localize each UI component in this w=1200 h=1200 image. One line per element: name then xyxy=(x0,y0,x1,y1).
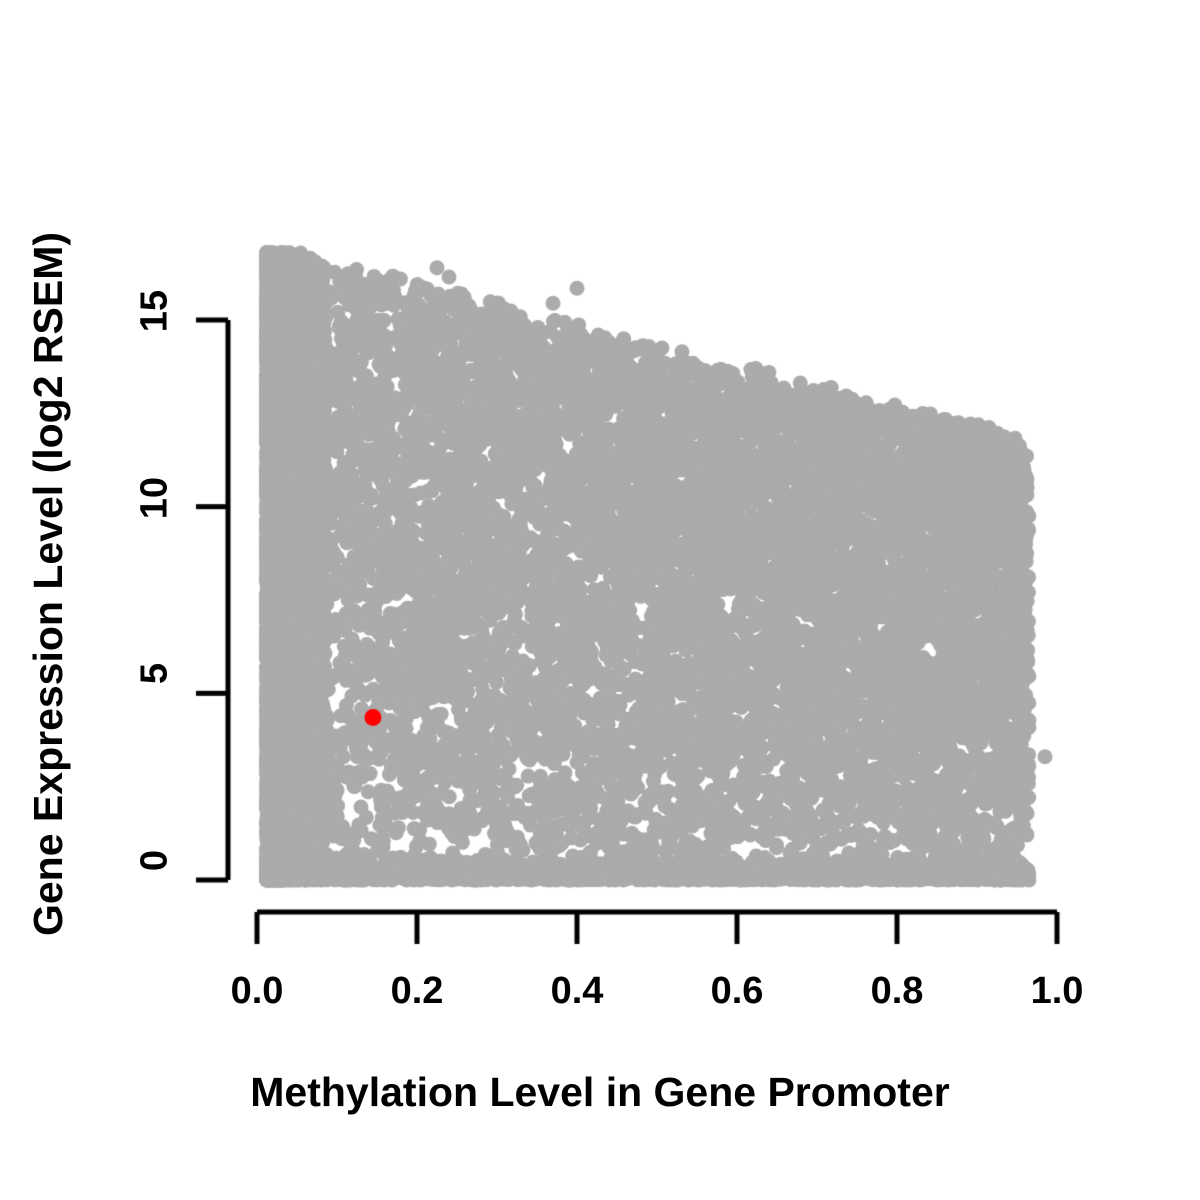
y-tick-label: 0 xyxy=(133,850,176,872)
y-axis-title: Gene Expression Level (log2 RSEM) xyxy=(25,231,71,937)
x-tick-label: 0.6 xyxy=(710,970,764,1012)
y-tick-label: 5 xyxy=(133,663,176,685)
x-tick-label: 0.4 xyxy=(550,970,604,1012)
x-tick-label: 0.8 xyxy=(870,970,924,1012)
y-tick-label: 10 xyxy=(133,476,176,519)
y-tick-label: 15 xyxy=(133,290,176,333)
x-tick-label: 1.0 xyxy=(1030,970,1084,1012)
x-axis-title: Methylation Level in Gene Promoter xyxy=(250,1069,950,1115)
x-tick-label: 0.0 xyxy=(230,970,284,1012)
x-tick-label: 0.2 xyxy=(390,970,444,1012)
